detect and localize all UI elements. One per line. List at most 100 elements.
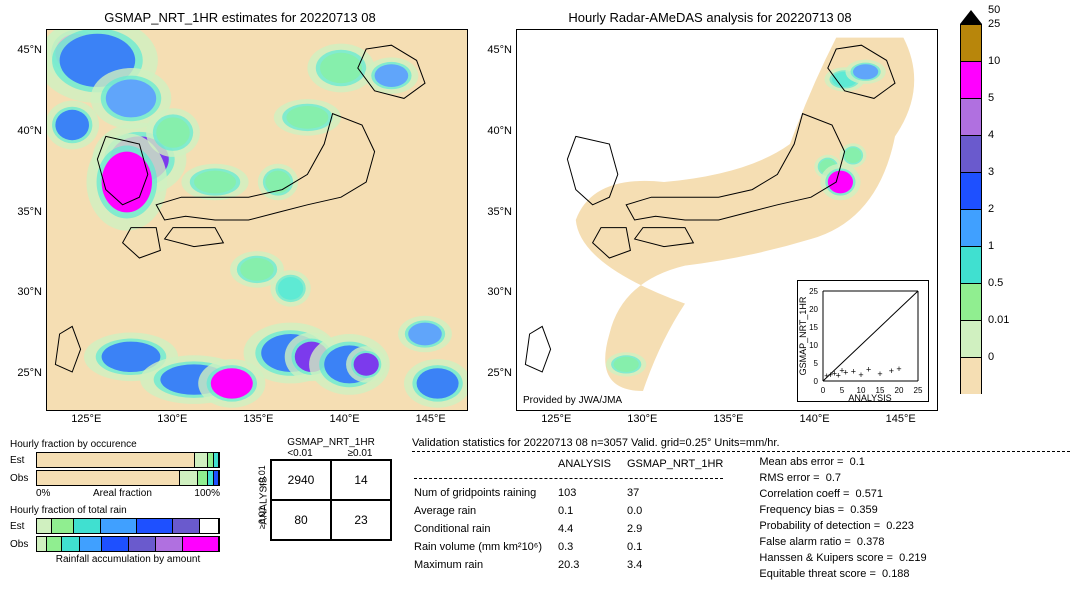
fraction-bar-label: Est: [10, 455, 36, 466]
colorbar-swatch: [960, 357, 982, 394]
svg-text:+: +: [851, 367, 856, 377]
metric-value: 0.7: [826, 472, 841, 484]
fraction-bar-segment: [80, 537, 102, 551]
validation-metric: False alarm ratio = 0.378: [759, 534, 926, 550]
val-row-b: 0.1: [627, 539, 737, 555]
fraction-bar-label: Obs: [10, 473, 36, 484]
validation-metric: Probability of detection = 0.223: [759, 518, 926, 534]
conf-col-header: GSMAP_NRT_1HR: [270, 437, 392, 448]
colorbar-row: 0.01: [960, 320, 1009, 357]
val-row-a: 103: [558, 485, 625, 501]
fraction-bar-segment: [180, 471, 199, 485]
validation-header: Validation statistics for 20220713 08 n=…: [412, 437, 1070, 449]
fraction-occurrence-title: Hourly fraction by occurence: [10, 439, 220, 450]
fraction-bar-track: [36, 470, 220, 486]
fraction-bar-row: Est: [10, 518, 220, 534]
metric-label: Hanssen & Kuipers score =: [759, 552, 893, 564]
conf-col1: ≥0.01: [330, 448, 390, 459]
validation-row: Maximum rain20.33.4: [414, 557, 737, 573]
val-row-label: Rain volume (mm km²10⁶): [414, 539, 556, 555]
svg-text:20: 20: [895, 386, 904, 395]
colorbar-swatch: [960, 98, 982, 135]
colorbar-row: 10: [960, 61, 1009, 98]
colorbar-label: 4: [988, 129, 994, 141]
colorbar-swatch: [960, 209, 982, 246]
metric-value: 0.359: [850, 504, 878, 516]
conf-cell-11: 23: [331, 500, 391, 540]
colorbar-label: 0.01: [988, 314, 1009, 326]
inset-scatter: 00551010151520202525++++++++++++ANALYSIS…: [797, 280, 929, 402]
x-tick-label: 145°E: [416, 413, 446, 425]
fraction-bar-segment: [62, 537, 80, 551]
validation-metric: RMS error = 0.7: [759, 470, 926, 486]
colorbar-label: 3: [988, 166, 994, 178]
fraction-bar-segment: [101, 519, 137, 533]
fraction-bar-row: Obs: [10, 536, 220, 552]
val-row-a: 20.3: [558, 557, 625, 573]
x-tick-label: 125°E: [541, 413, 571, 425]
validation-row: Conditional rain4.42.9: [414, 521, 737, 537]
svg-text:+: +: [858, 370, 863, 380]
validation-row: Average rain0.10.0: [414, 503, 737, 519]
colorbar-label: 1: [988, 240, 994, 252]
fraction-bar-segment: [37, 519, 52, 533]
fraction-bar-segment: [156, 537, 183, 551]
svg-text:GSMAP_NRT_1HR: GSMAP_NRT_1HR: [798, 296, 808, 375]
y-tick-label: 25°N: [487, 367, 512, 379]
x-tick-label: 140°E: [330, 413, 360, 425]
validation-row: Num of gridpoints raining10337: [414, 485, 737, 501]
fraction-bar-segment: [74, 519, 101, 533]
x-tick-label: 140°E: [800, 413, 830, 425]
fraction-bar-segment: [102, 537, 129, 551]
fraction-bar-segment: [137, 519, 173, 533]
colorbar-swatch: [960, 246, 982, 283]
svg-text:+: +: [889, 366, 894, 376]
svg-text:25: 25: [914, 386, 923, 395]
y-tick-label: 30°N: [487, 286, 512, 298]
x-tick-label: 135°E: [713, 413, 743, 425]
colorbar-swatch: [960, 135, 982, 172]
fraction-bar-segment: [129, 537, 156, 551]
val-row-label: Conditional rain: [414, 521, 556, 537]
fraction-bar-track: [36, 536, 220, 552]
colorbar-label: 25: [988, 18, 1000, 30]
x-tick-label: 135°E: [243, 413, 273, 425]
fraction-bar-segment: [52, 519, 74, 533]
colorbar-swatch: [960, 24, 982, 61]
colorbar-row: 5: [960, 98, 1009, 135]
bottom-row: Hourly fraction by occurence EstObs 0% A…: [10, 437, 1070, 582]
x-tick-label: 130°E: [157, 413, 187, 425]
val-row-b: 0.0: [627, 503, 737, 519]
colorbar-row: 25: [960, 24, 1009, 61]
colorbar-row: 4: [960, 135, 1009, 172]
fraction-bar-label: Est: [10, 521, 36, 532]
metric-label: Equitable threat score =: [759, 568, 876, 580]
colorbar-row: 3: [960, 172, 1009, 209]
val-row-label: Maximum rain: [414, 557, 556, 573]
fo-xlabel: Areal fraction: [93, 488, 152, 499]
colorbar-label: 5: [988, 92, 994, 104]
map-left-yaxis: 25°N30°N35°N40°N45°N: [10, 29, 46, 411]
colorbar-label: 10: [988, 55, 1000, 67]
fraction-bar-row: Obs: [10, 470, 220, 486]
conf-col0: <0.01: [270, 448, 330, 459]
metric-label: Mean abs error =: [759, 456, 843, 468]
colorbar-row: 50: [960, 10, 1009, 24]
svg-text:ANALYSIS: ANALYSIS: [848, 393, 891, 401]
validation-table: ANALYSIS GSMAP_NRT_1HR Num of gridpoints…: [412, 454, 739, 575]
x-tick-label: 125°E: [71, 413, 101, 425]
val-row-b: 37: [627, 485, 737, 501]
divider: [412, 451, 1070, 452]
val-row-b: 3.4: [627, 557, 737, 573]
fraction-bar-segment: [200, 519, 219, 533]
validation-metric: Hanssen & Kuipers score = 0.219: [759, 550, 926, 566]
colorbar-label: 0.5: [988, 277, 1003, 289]
colorbar-arrow-icon: [960, 10, 982, 24]
colorbar-swatch: [960, 172, 982, 209]
val-row-a: 0.3: [558, 539, 625, 555]
y-tick-label: 45°N: [17, 44, 42, 56]
fraction-bar-segment: [214, 471, 219, 485]
val-row-b: 2.9: [627, 521, 737, 537]
fraction-bar-segment: [47, 537, 62, 551]
x-tick-label: 145°E: [886, 413, 916, 425]
